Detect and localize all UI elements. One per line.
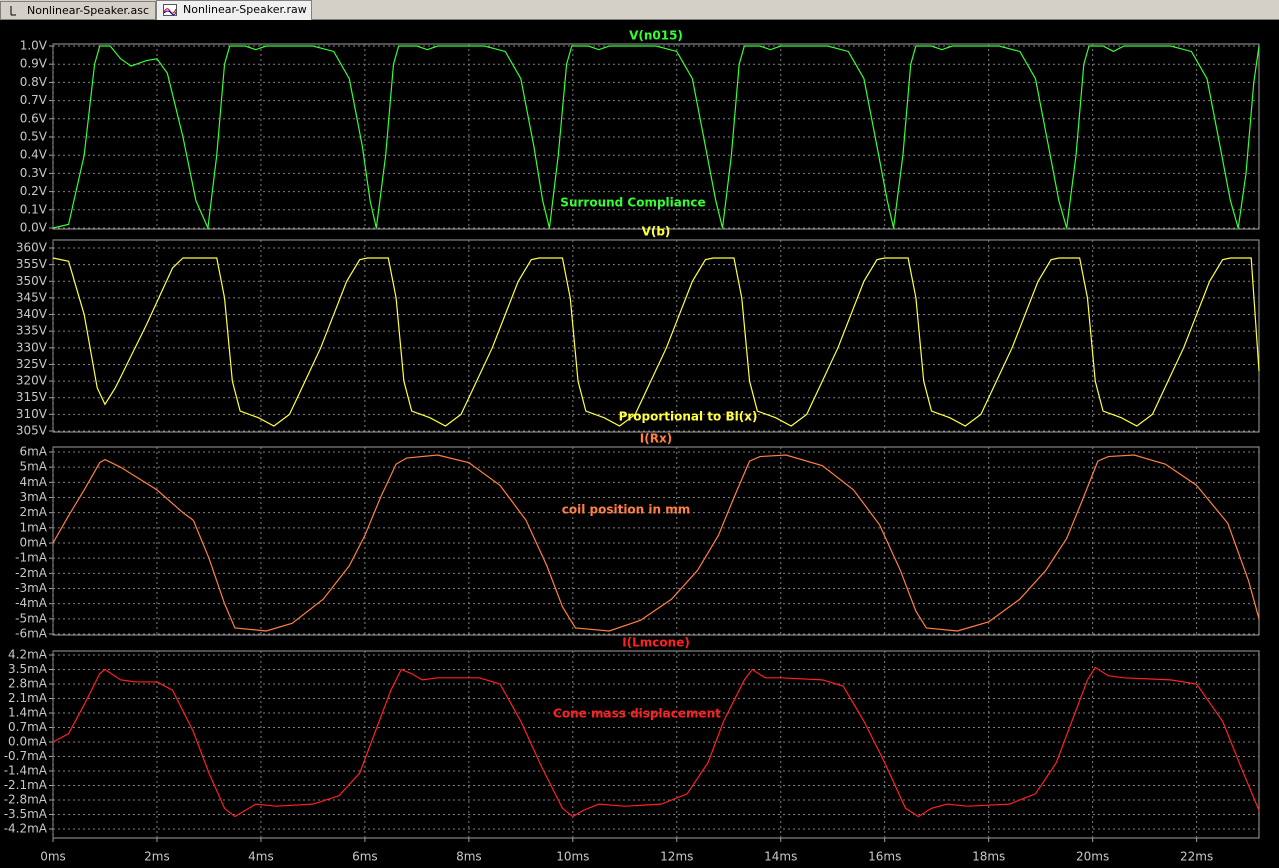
y-tick-label: -3mA: [15, 581, 48, 595]
x-tick-label: 16ms: [868, 850, 901, 864]
y-tick-label: 325V: [16, 357, 48, 371]
tab-label: Nonlinear-Speaker.asc: [27, 4, 150, 17]
y-tick-label: 345V: [16, 290, 48, 304]
y-tick-label: 0.9V: [20, 57, 48, 71]
y-tick-label: 4.2mA: [8, 648, 48, 662]
y-tick-label: 0.1V: [20, 202, 48, 216]
x-tick-label: 20ms: [1076, 850, 1109, 864]
annotation: Surround Compliance: [560, 196, 705, 210]
y-tick-label: -1mA: [15, 551, 48, 565]
y-tick-label: -0.7mA: [4, 749, 48, 763]
x-tick-label: 10ms: [556, 850, 589, 864]
trace-title: I(Lmcone): [622, 636, 690, 650]
y-tick-label: 3mA: [19, 490, 47, 504]
y-tick-label: -4.2mA: [4, 822, 48, 836]
x-tick-label: 22ms: [1180, 850, 1213, 864]
x-tick-label: 8ms: [456, 850, 482, 864]
y-tick-label: -5mA: [15, 611, 48, 625]
y-tick-label: 310V: [16, 407, 48, 421]
annotation: coil position in mm: [562, 503, 691, 517]
y-tick-label: 350V: [16, 274, 48, 288]
waveform-viewer: 0.0V 0.1V 0.2V 0.3V 0.4V 0.5V 0.6V 0.7V 0.8V 0.9V…: [4, 29, 1260, 864]
y-tick-label: 340V: [16, 307, 48, 321]
trace: [52, 666, 1260, 818]
y-tick-label: 4mA: [19, 475, 47, 489]
y-tick-label: 335V: [16, 324, 48, 338]
y-tick-label: 1.0V: [20, 39, 48, 53]
y-tick-label: -6mA: [15, 627, 48, 641]
y-tick-label: -1.4mA: [4, 764, 48, 778]
y-tick-label: 0.6V: [20, 111, 48, 125]
y-tick-label: 2.1mA: [8, 691, 48, 705]
y-tick-label: 0.3V: [20, 166, 48, 180]
plot-frame: [52, 650, 1260, 839]
y-tick-label: -4mA: [15, 596, 48, 610]
annotation: Cone mass displacement: [553, 707, 721, 721]
y-tick-label: -2.1mA: [4, 778, 48, 792]
trace: [52, 257, 1260, 427]
x-tick-label: 12ms: [660, 850, 693, 864]
trace-title: I(Rx): [640, 432, 672, 446]
y-tick-label: 0.7mA: [8, 720, 48, 734]
y-tick-label: 360V: [16, 241, 48, 255]
y-tick-label: 1.4mA: [8, 706, 48, 720]
tab[interactable]: Nonlinear-Speaker.asc: [0, 1, 156, 19]
x-tick-label: 2ms: [144, 850, 170, 864]
x-tick-label: 0ms: [40, 850, 66, 864]
trace: [52, 454, 1260, 632]
x-tick-label: 4ms: [248, 850, 274, 864]
y-tick-label: 330V: [16, 340, 48, 354]
y-tick-label: 0.4V: [20, 148, 48, 162]
tab-bar: Nonlinear-Speaker.asc Nonlinear-Speaker.…: [0, 0, 1279, 20]
y-tick-label: 0.0mA: [8, 735, 48, 749]
y-tick-label: 315V: [16, 390, 48, 404]
y-tick-label: 0mA: [19, 536, 47, 550]
plot-frame: [52, 446, 1260, 636]
y-tick-label: 0.0V: [20, 221, 48, 235]
trace-title: V(n015): [629, 29, 683, 43]
y-tick-label: 0.7V: [20, 93, 48, 107]
y-tick-label: -2.8mA: [4, 793, 48, 807]
tab-selected[interactable]: Nonlinear-Speaker.raw: [156, 0, 312, 20]
y-tick-label: 1mA: [19, 520, 47, 534]
y-tick-label: 6mA: [19, 445, 47, 459]
y-tick-label: 0.2V: [20, 184, 48, 198]
annotation: Proportional to Bl(x): [619, 410, 758, 424]
trace: [52, 45, 1260, 231]
tab-icon: [10, 6, 16, 16]
y-tick-label: 2.8mA: [8, 677, 48, 691]
x-tick-label: 14ms: [764, 850, 797, 864]
tab-icon: [163, 4, 177, 16]
x-tick-label: 18ms: [972, 850, 1005, 864]
y-tick-label: -3.5mA: [4, 807, 48, 821]
y-tick-label: 0.8V: [20, 75, 48, 89]
trace-title: V(b): [642, 225, 671, 239]
y-tick-label: 0.5V: [20, 130, 48, 144]
y-tick-label: -2mA: [15, 566, 48, 580]
plot-frame: [52, 239, 1260, 433]
y-tick-label: 305V: [16, 424, 48, 438]
y-tick-label: 2mA: [19, 505, 47, 519]
y-tick-label: 5mA: [19, 460, 47, 474]
y-tick-label: 355V: [16, 257, 48, 271]
x-tick-label: 6ms: [352, 850, 378, 864]
tab-label: Nonlinear-Speaker.raw: [183, 3, 307, 16]
y-tick-label: 320V: [16, 374, 48, 388]
y-tick-label: 3.5mA: [8, 662, 48, 676]
